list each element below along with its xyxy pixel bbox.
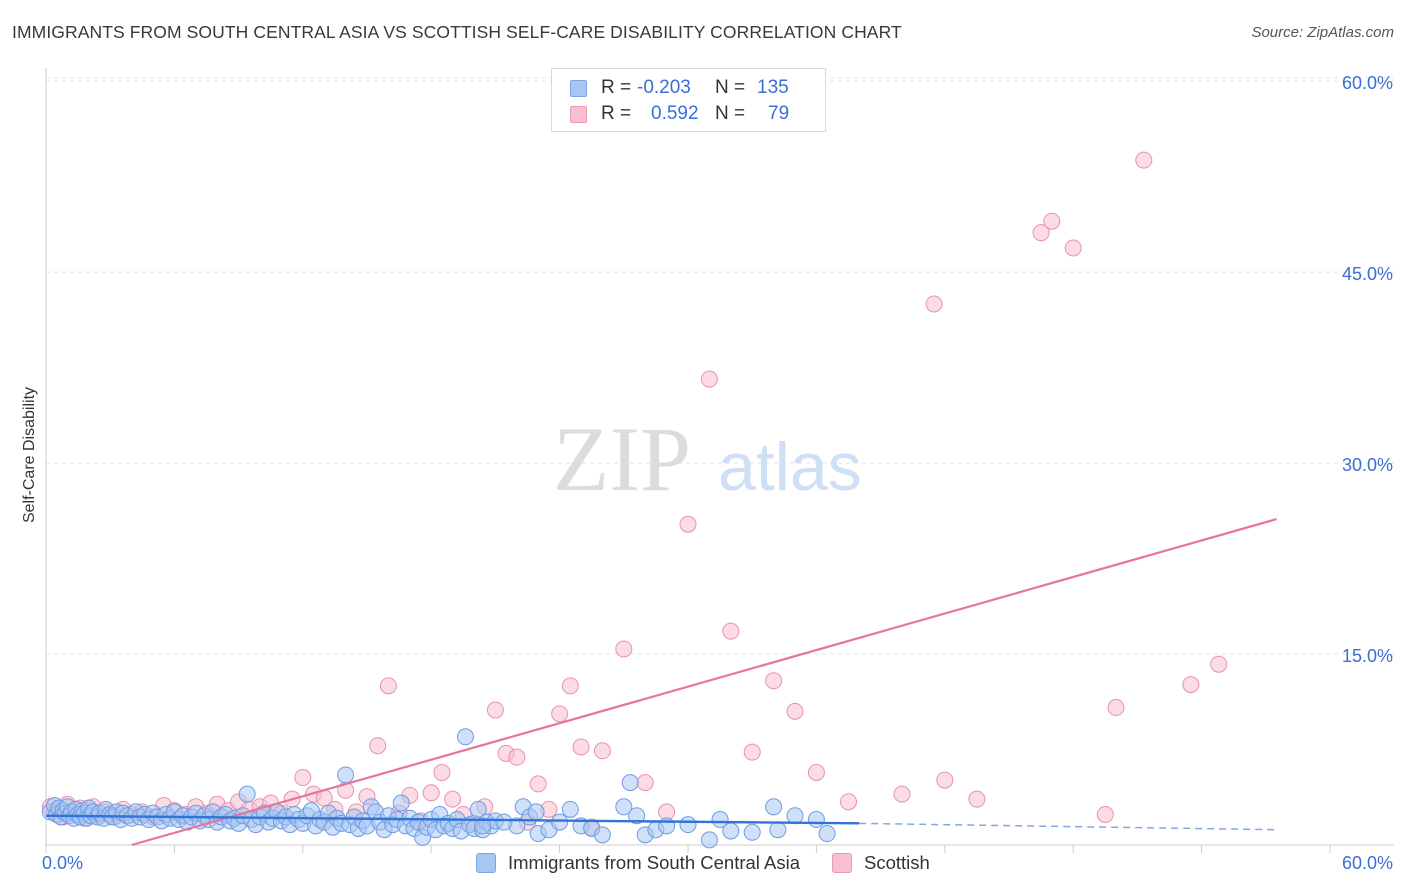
legend-r-label: R =	[601, 103, 632, 124]
scottish-trend-line	[131, 518, 1277, 847]
scottish-point	[422, 784, 440, 802]
south-central-asia-point	[621, 774, 639, 792]
south-central-asia-point	[615, 798, 633, 816]
south-central-asia-point	[551, 813, 569, 831]
legend-swatch-pink	[570, 105, 587, 123]
scottish-point	[433, 763, 451, 781]
south-central-asia-point	[337, 766, 355, 784]
south-central-asia-point	[722, 822, 740, 840]
south-central-asia-point	[818, 825, 836, 843]
legend-n-label: N =	[715, 103, 746, 124]
scottish-point	[1210, 655, 1228, 673]
legend-r-value: -0.203	[637, 77, 691, 98]
scottish-point	[561, 677, 579, 695]
south-central-asia-point	[561, 800, 579, 818]
legend-item-south-central-asia[interactable]: Immigrants from South Central Asia	[476, 852, 800, 874]
scottish-point	[379, 677, 397, 695]
scottish-point	[1096, 805, 1114, 823]
south-central-asia-point	[527, 803, 545, 821]
south-central-asia-point	[786, 807, 804, 825]
source-label: Source: ZipAtlas.com	[1251, 24, 1394, 41]
south-central-asia-point	[392, 794, 410, 812]
y-tick-label: 45.0%	[1342, 264, 1393, 284]
scottish-point	[369, 737, 387, 755]
legend-label: Immigrants from South Central Asia	[508, 852, 800, 873]
legend-row-pink: R = 0.592 N = 79	[570, 102, 789, 126]
legend-row-blue: R = -0.203 N = 135	[570, 76, 789, 100]
y-tick-label: 60.0%	[1342, 73, 1393, 93]
south-central-asia-points	[41, 728, 836, 849]
scottish-point	[486, 701, 504, 719]
scottish-point	[786, 702, 804, 720]
legend-swatch-blue	[570, 79, 587, 97]
south-central-asia-point	[593, 826, 611, 844]
scottish-point	[968, 790, 986, 808]
south-central-asia-point	[765, 798, 783, 816]
scottish-point	[893, 785, 911, 803]
y-tick-label: 30.0%	[1342, 455, 1393, 475]
south-central-asia-point	[769, 821, 787, 839]
legend-r-value: 0.592	[651, 103, 699, 124]
scottish-point	[1032, 224, 1050, 242]
legend-item-scottish[interactable]: Scottish	[832, 852, 930, 874]
scottish-point	[1182, 676, 1200, 694]
tick-labels: 15.0% 30.0% 45.0% 60.0% 0.0% 60.0%	[42, 73, 1393, 873]
south-central-asia-trend-line	[45, 814, 860, 825]
scottish-point	[636, 774, 654, 792]
scottish-point	[807, 763, 825, 781]
legend-swatch-blue	[476, 853, 496, 873]
watermark-atlas: atlas	[718, 429, 862, 505]
south-central-asia-point	[495, 813, 513, 831]
south-central-asia-point	[238, 785, 256, 803]
scottish-point	[765, 672, 783, 690]
south-central-asia-point	[628, 807, 646, 825]
scottish-point	[925, 295, 943, 313]
legend-label: Scottish	[864, 852, 930, 873]
legend-n-label: N =	[715, 77, 746, 98]
scottish-point	[840, 793, 857, 811]
legend-n-value: 79	[768, 103, 790, 124]
scottish-point	[1043, 212, 1061, 230]
scottish-point	[294, 769, 312, 787]
scottish-point	[593, 742, 611, 760]
south-central-asia-point	[474, 817, 492, 835]
south-central-asia-point	[679, 816, 697, 834]
scottish-point	[1064, 239, 1082, 257]
scottish-point	[444, 790, 462, 808]
x-tick-label: 60.0%	[1342, 853, 1393, 873]
scottish-point	[1107, 699, 1125, 717]
trend-lines	[45, 518, 1277, 847]
legend-n-value: 135	[757, 77, 789, 98]
scottish-point	[572, 738, 590, 756]
scottish-point	[615, 640, 633, 658]
scottish-point	[722, 622, 740, 640]
scottish-point	[508, 748, 526, 766]
scottish-point	[679, 515, 697, 533]
y-tick-label: 15.0%	[1342, 646, 1393, 666]
scottish-point	[1135, 151, 1153, 169]
south-central-asia-point	[743, 823, 761, 841]
series-legend: Immigrants from South Central Asia Scott…	[476, 852, 962, 874]
south-central-asia-point	[807, 811, 825, 829]
scottish-point	[551, 705, 569, 723]
axes	[45, 68, 1394, 853]
legend-swatch-pink	[832, 853, 852, 873]
chart-title: IMMIGRANTS FROM SOUTH CENTRAL ASIA VS SC…	[12, 22, 902, 42]
scottish-point	[743, 743, 761, 761]
scottish-point	[936, 771, 954, 789]
scottish-point	[700, 370, 718, 388]
legend-r-label: R =	[601, 77, 632, 98]
south-central-asia-trend-extension	[859, 822, 1277, 831]
x-tick-label: 0.0%	[42, 853, 83, 873]
south-central-asia-point	[700, 831, 718, 849]
watermark: ZIP atlas	[553, 408, 862, 510]
watermark-zip: ZIP	[553, 408, 691, 510]
south-central-asia-point	[711, 811, 729, 829]
scottish-point	[529, 775, 547, 793]
stats-legend: R = -0.203 N = 135 R = 0.592 N = 79	[551, 68, 826, 132]
south-central-asia-point	[469, 800, 487, 818]
grid-lines	[46, 77, 1394, 655]
south-central-asia-point	[456, 728, 474, 746]
